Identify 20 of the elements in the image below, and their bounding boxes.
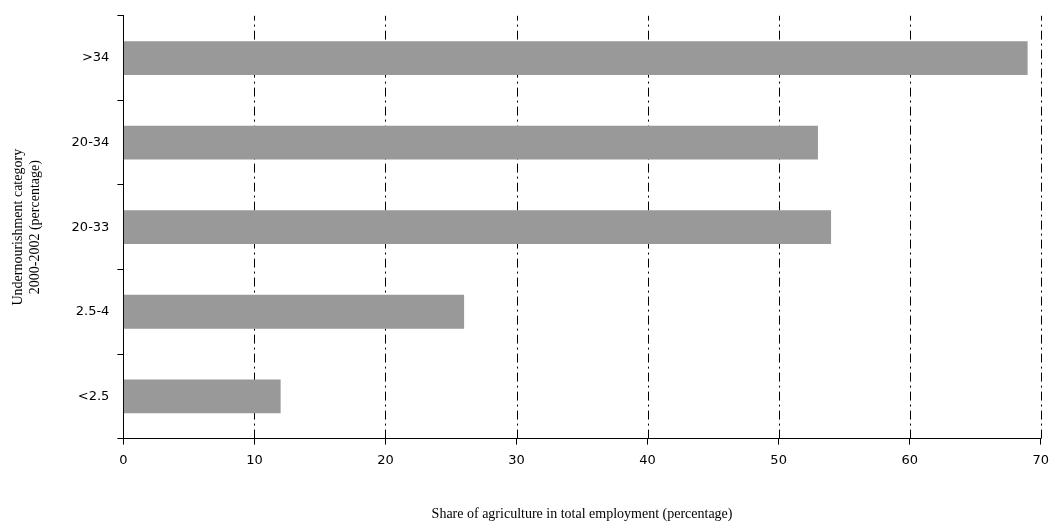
bar: [123, 125, 818, 160]
y-axis-title: Undernourishment category 2000-2002 (percentage): [10, 148, 43, 306]
x-tick-label: 60: [901, 451, 918, 467]
x-tick-label: 50: [770, 451, 787, 467]
x-tick-label: 0: [119, 451, 128, 467]
y-tick-label: 20-34: [71, 134, 110, 150]
bar: [123, 41, 1028, 75]
x-tick-label: 10: [246, 451, 263, 467]
y-tick-label: >34: [81, 49, 110, 65]
x-tick-label: 20: [377, 451, 394, 467]
y-tick-label: <2.5: [77, 387, 110, 403]
bar: [123, 379, 281, 414]
x-tick-label: 30: [508, 451, 525, 467]
x-axis-title: Share of agriculture in total employment (percentage): [431, 506, 733, 523]
bar: [123, 294, 465, 329]
y-tick-label: 2.5-4: [75, 303, 110, 319]
x-tick-label: 40: [639, 451, 656, 467]
y-tick-label: 20-33: [71, 218, 110, 234]
x-tick-label: 70: [1032, 451, 1049, 467]
bar: [123, 210, 832, 245]
